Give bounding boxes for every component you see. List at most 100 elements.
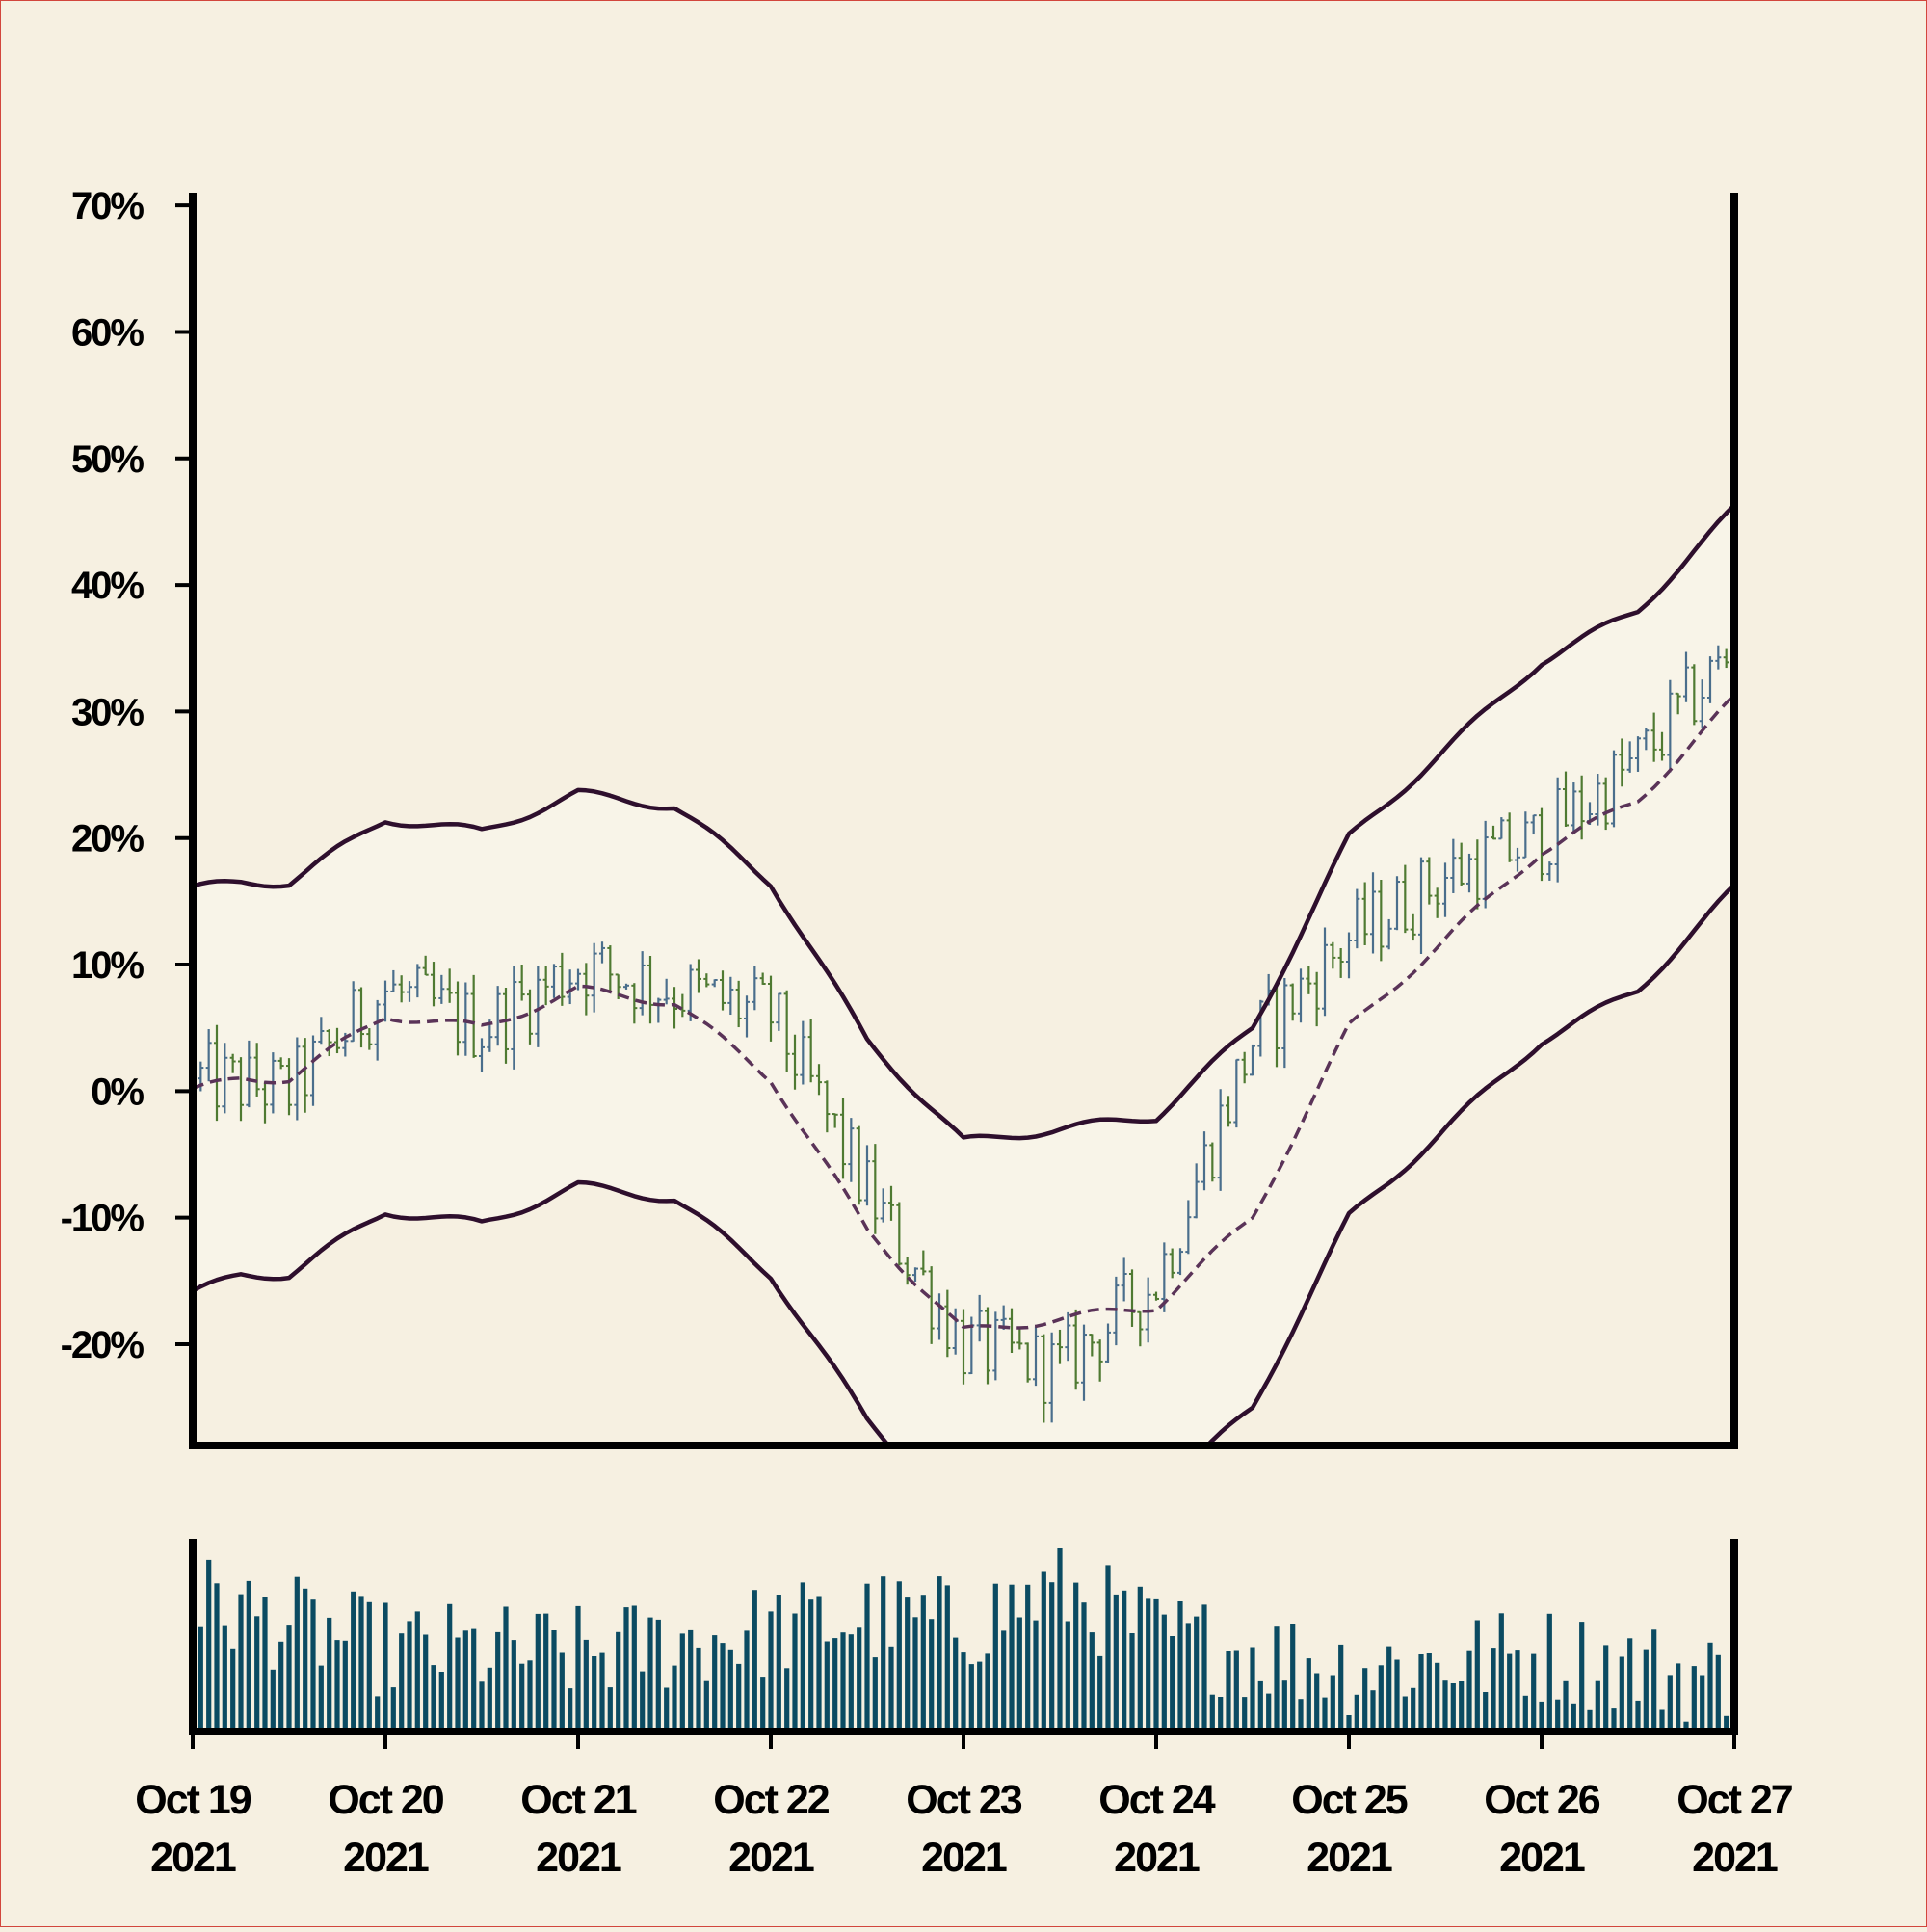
ohlc-bar [527, 989, 533, 1045]
volume-bar [992, 1583, 998, 1732]
volume-bar [1122, 1590, 1127, 1732]
ohlc-bar [928, 1266, 935, 1344]
ohlc-bar [1330, 941, 1336, 969]
ohlc-bar [1289, 983, 1296, 1021]
ohlc-bar [985, 1307, 990, 1385]
y-tick-label: 70% [71, 185, 144, 227]
ohlc-bar [1707, 656, 1713, 703]
ohlc-bar [856, 1125, 862, 1205]
x-tick-label-date: Oct 26 [1484, 1777, 1600, 1823]
ohlc-bar [390, 969, 397, 992]
ohlc-bar [246, 1040, 252, 1108]
volume-bar [1651, 1629, 1657, 1732]
ohlc-bar [1241, 1051, 1248, 1084]
volume-bar [1201, 1604, 1207, 1732]
volume-bar [1274, 1626, 1280, 1732]
volume-bar [937, 1576, 942, 1732]
volume-bar [543, 1613, 549, 1732]
price-plot-area [193, 503, 1734, 1445]
ohlc-bar [896, 1202, 903, 1266]
volume-bar [462, 1630, 468, 1732]
volume-panel [198, 1548, 1729, 1732]
price-panel [193, 503, 1734, 1445]
volume-bar [857, 1627, 862, 1732]
ohlc-bar [1386, 918, 1392, 950]
x-tick-label-year: 2021 [728, 1835, 814, 1881]
volume-bar [864, 1583, 870, 1732]
ohlc-bar [1506, 812, 1513, 862]
volume-bar [495, 1631, 501, 1732]
volume-bar [455, 1637, 461, 1732]
ohlc-bar [286, 1058, 292, 1116]
ohlc-bar [470, 974, 477, 1058]
x-tick-label-year: 2021 [1114, 1835, 1200, 1881]
volume-bar [944, 1585, 950, 1732]
ohlc-bar [1410, 913, 1416, 941]
volume-bar [840, 1632, 846, 1732]
volume-bar [262, 1597, 268, 1732]
ohlc-bar [575, 968, 581, 991]
ohlc-bar [768, 975, 774, 1042]
volume-bar [679, 1633, 685, 1732]
ohlc-bar [1226, 1096, 1231, 1127]
volume-bar [1041, 1571, 1046, 1732]
volume-bar [1546, 1613, 1552, 1732]
ohlc-bar [672, 987, 677, 1029]
ohlc-bar [455, 981, 461, 1056]
ohlc-bar [1650, 712, 1657, 762]
volume-bar [703, 1680, 709, 1732]
volume-bar [1105, 1565, 1111, 1732]
volume-bar [575, 1605, 581, 1732]
volume-bar [438, 1672, 444, 1732]
y-tick-label: -10% [61, 1198, 145, 1240]
volume-bar [1643, 1649, 1649, 1732]
ohlc-bar [383, 980, 388, 1022]
volume-bar [744, 1630, 750, 1732]
ohlc-bar [864, 1145, 870, 1206]
ohlc-bar [431, 962, 436, 1007]
volume-bar [968, 1664, 974, 1732]
ohlc-bar [1691, 664, 1698, 726]
volume-bar [896, 1581, 902, 1732]
volume-bar [1394, 1659, 1400, 1732]
volume-bar [1266, 1693, 1272, 1732]
volume-bar [1555, 1699, 1561, 1732]
ohlc-bar [1177, 1248, 1183, 1276]
volume-bar [1531, 1653, 1537, 1732]
ohlc-bar [1498, 817, 1505, 840]
volume-bar [1089, 1632, 1095, 1732]
ohlc-bar [1515, 847, 1520, 872]
volume-bar [471, 1628, 477, 1732]
y-tick-label: 40% [71, 565, 144, 607]
ohlc-bar [711, 978, 718, 988]
ohlc-bar [832, 1113, 838, 1128]
ohlc-bar [542, 966, 549, 1006]
ohlc-bar [976, 1294, 983, 1342]
volume-bar [912, 1617, 918, 1732]
ohlc-bar [639, 951, 646, 1016]
volume-bar [1113, 1594, 1119, 1732]
volume-bar [1724, 1715, 1729, 1732]
volume-bar [1057, 1548, 1063, 1732]
ohlc-bar [961, 1309, 966, 1385]
volume-bar [1346, 1715, 1352, 1732]
volume-bar [1177, 1601, 1183, 1732]
volume-bar [310, 1599, 316, 1732]
y-tick-label: 30% [71, 691, 144, 733]
volume-bar [720, 1643, 726, 1732]
ohlc-bar [1578, 775, 1585, 840]
y-tick-label: -20% [61, 1324, 145, 1366]
volume-bar [1579, 1622, 1585, 1732]
volume-bar [768, 1611, 774, 1732]
volume-bar [1595, 1680, 1600, 1732]
ohlc-bar [326, 1029, 332, 1057]
ohlc-bar [1137, 1310, 1144, 1347]
ohlc-bar [366, 1028, 373, 1050]
ohlc-bar [1563, 771, 1569, 827]
volume-bar [1587, 1709, 1593, 1732]
volume-bar [623, 1607, 629, 1732]
ohlc-bar [1024, 1342, 1031, 1383]
ohlc-bar [1643, 728, 1650, 751]
ohlc-bar [1626, 741, 1633, 773]
ohlc-bar [1337, 948, 1344, 978]
